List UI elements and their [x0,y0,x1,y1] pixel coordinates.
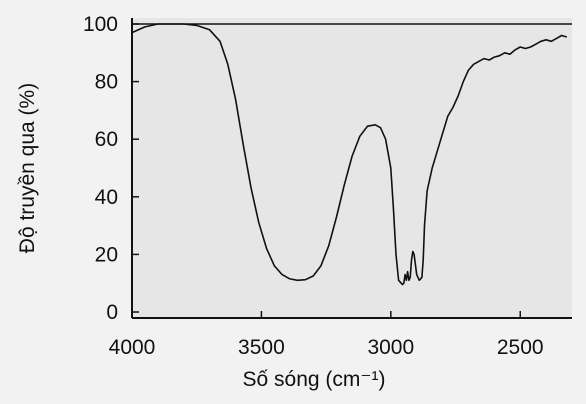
tick-group: 4000 3500 3000 2500 0 20 40 60 80 100 [83,13,544,359]
y-tick-label: 0 [106,301,118,324]
x-axis-title: Số sóng (cm⁻¹) [243,368,386,391]
spectrum-line [131,23,568,286]
plot-background [132,18,572,318]
y-tick-label: 60 [95,128,118,151]
y-axis-title: Độ truyền qua (%) [16,83,39,253]
y-tick-label: 20 [95,243,118,266]
y-tick-label: 40 [95,186,118,209]
x-tick-label: 4000 [109,336,156,359]
chart-marks [131,23,568,286]
x-tick-label: 3500 [238,336,285,359]
y-tick-label: 80 [95,71,118,94]
y-tick-label: 100 [83,13,118,36]
x-tick-label: 2500 [497,336,544,359]
x-tick-label: 3000 [367,336,414,359]
